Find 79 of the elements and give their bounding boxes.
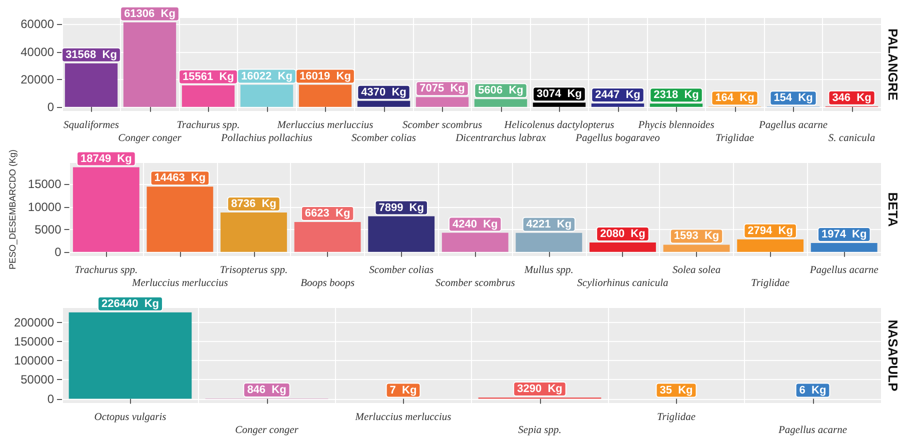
y-tick-label: 0 — [47, 392, 54, 406]
x-tick-label: Solea solea — [672, 265, 721, 276]
data-label: 3290 Kg — [517, 383, 562, 396]
data-label: 31568 Kg — [66, 48, 117, 61]
data-label: 8736 Kg — [231, 198, 276, 210]
text: PALANGRE — [886, 28, 900, 101]
x-tick-label: Pagellus acarne — [777, 425, 848, 436]
x-tick-label: Sepia spp. — [518, 425, 562, 436]
x-tick-label: S. canicula — [828, 133, 876, 144]
data-label: 226440 Kg — [102, 298, 159, 310]
x-tick-label: Helicolenus dactylopterus — [503, 120, 614, 131]
data-label: 4370 Kg — [361, 86, 406, 98]
x-tick-label: Conger conger — [235, 425, 300, 436]
x-tick-label: Merluccius merluccius — [354, 412, 452, 423]
data-label: 2447 Kg — [595, 88, 640, 101]
x-tick-label: Scomber scombrus — [435, 278, 515, 289]
x-tick-label: Trachurus spp. — [176, 120, 240, 131]
data-label: 7899 Kg — [378, 202, 424, 214]
x-tick-label: Mullus spp. — [523, 265, 574, 276]
data-label: 5606 Kg — [478, 84, 524, 97]
data-label: 4240 Kg — [452, 218, 498, 230]
y-tick-label: 5000 — [34, 222, 62, 236]
data-label: 2794 Kg — [748, 224, 793, 237]
x-tick-label: Squaliformes — [64, 120, 119, 131]
x-tick-label: Scomber colias — [369, 265, 434, 276]
x-tick-label: Merluccius merluccius — [276, 120, 374, 131]
y-tick-label: 0 — [47, 100, 54, 114]
x-tick-label: Conger conger — [118, 133, 182, 144]
y-tick-label: 60000 — [20, 17, 54, 32]
x-tick-label: Pollachius pollachius — [220, 133, 312, 144]
data-label: 35 Kg — [660, 384, 693, 396]
data-label: 164 Kg — [715, 92, 754, 104]
data-label: 2080 Kg — [600, 228, 646, 240]
y-tick-label: 200000 — [14, 316, 54, 330]
x-tick-label: Triglidae — [751, 278, 790, 289]
y-tick-label: 100000 — [14, 354, 54, 368]
y-axis-title: PESO_DESEMBARCDO (Kg) — [8, 149, 18, 270]
y-tick-label: 10000 — [28, 200, 62, 214]
data-label: 15561 Kg — [182, 70, 234, 83]
x-tick-label: Pagellus bogaraveo — [574, 133, 660, 144]
data-label: 154 Kg — [774, 92, 813, 104]
x-tick-label: Trachurus spp. — [74, 265, 138, 276]
data-label: 14463 Kg — [154, 172, 206, 184]
data-label: 2318 Kg — [654, 89, 699, 102]
data-label: 1593 Kg — [674, 230, 720, 242]
x-tick-label: Pagellus acarne — [808, 265, 879, 276]
data-label: 61306 Kg — [124, 8, 176, 20]
data-label: 1974 Kg — [821, 228, 867, 241]
x-tick-label: Triglidae — [715, 133, 754, 144]
y-tick-label: 20000 — [20, 72, 54, 86]
text: NASAPULP — [886, 320, 900, 392]
data-label: 4221 Kg — [526, 218, 572, 230]
data-label: 6623 Kg — [304, 208, 350, 220]
x-tick-label: Scomber colias — [352, 133, 416, 144]
x-tick-label: Scyliorhinus canicula — [577, 278, 668, 289]
x-tick-label: Pagellus acarne — [758, 120, 828, 131]
data-label: 16022 Kg — [241, 70, 292, 82]
y-tick-label: 50000 — [20, 372, 54, 387]
x-tick-label: Octopus vulgaris — [94, 412, 166, 423]
data-label: 16019 Kg — [300, 70, 351, 82]
data-label: 7075 Kg — [420, 82, 465, 95]
y-tick-label: 0 — [54, 244, 62, 259]
data-label: 18749 Kg — [80, 152, 132, 165]
x-tick-label: Boops boops — [300, 278, 355, 289]
y-tick-label: 150000 — [14, 334, 54, 349]
data-label: 846 Kg — [247, 384, 286, 396]
data-label: 3074 Kg — [536, 88, 582, 100]
x-tick-label: Triglidae — [656, 412, 696, 423]
x-tick-label: Phycis blennoides — [637, 120, 714, 131]
x-tick-label: Dicentrarchus labrax — [454, 133, 546, 144]
x-tick-label: Scomber scombrus — [402, 120, 482, 131]
data-label: 6 Kg — [799, 384, 826, 396]
data-label: 7 Kg — [390, 384, 417, 396]
x-tick-label: Merluccius merluccius — [130, 278, 228, 289]
x-tick-label: Trisopterus spp. — [220, 265, 288, 276]
text: BETA — [886, 192, 900, 228]
y-tick-label: 15000 — [28, 177, 62, 192]
y-tick-label: 40000 — [20, 44, 54, 59]
data-label: 346 Kg — [832, 92, 872, 104]
